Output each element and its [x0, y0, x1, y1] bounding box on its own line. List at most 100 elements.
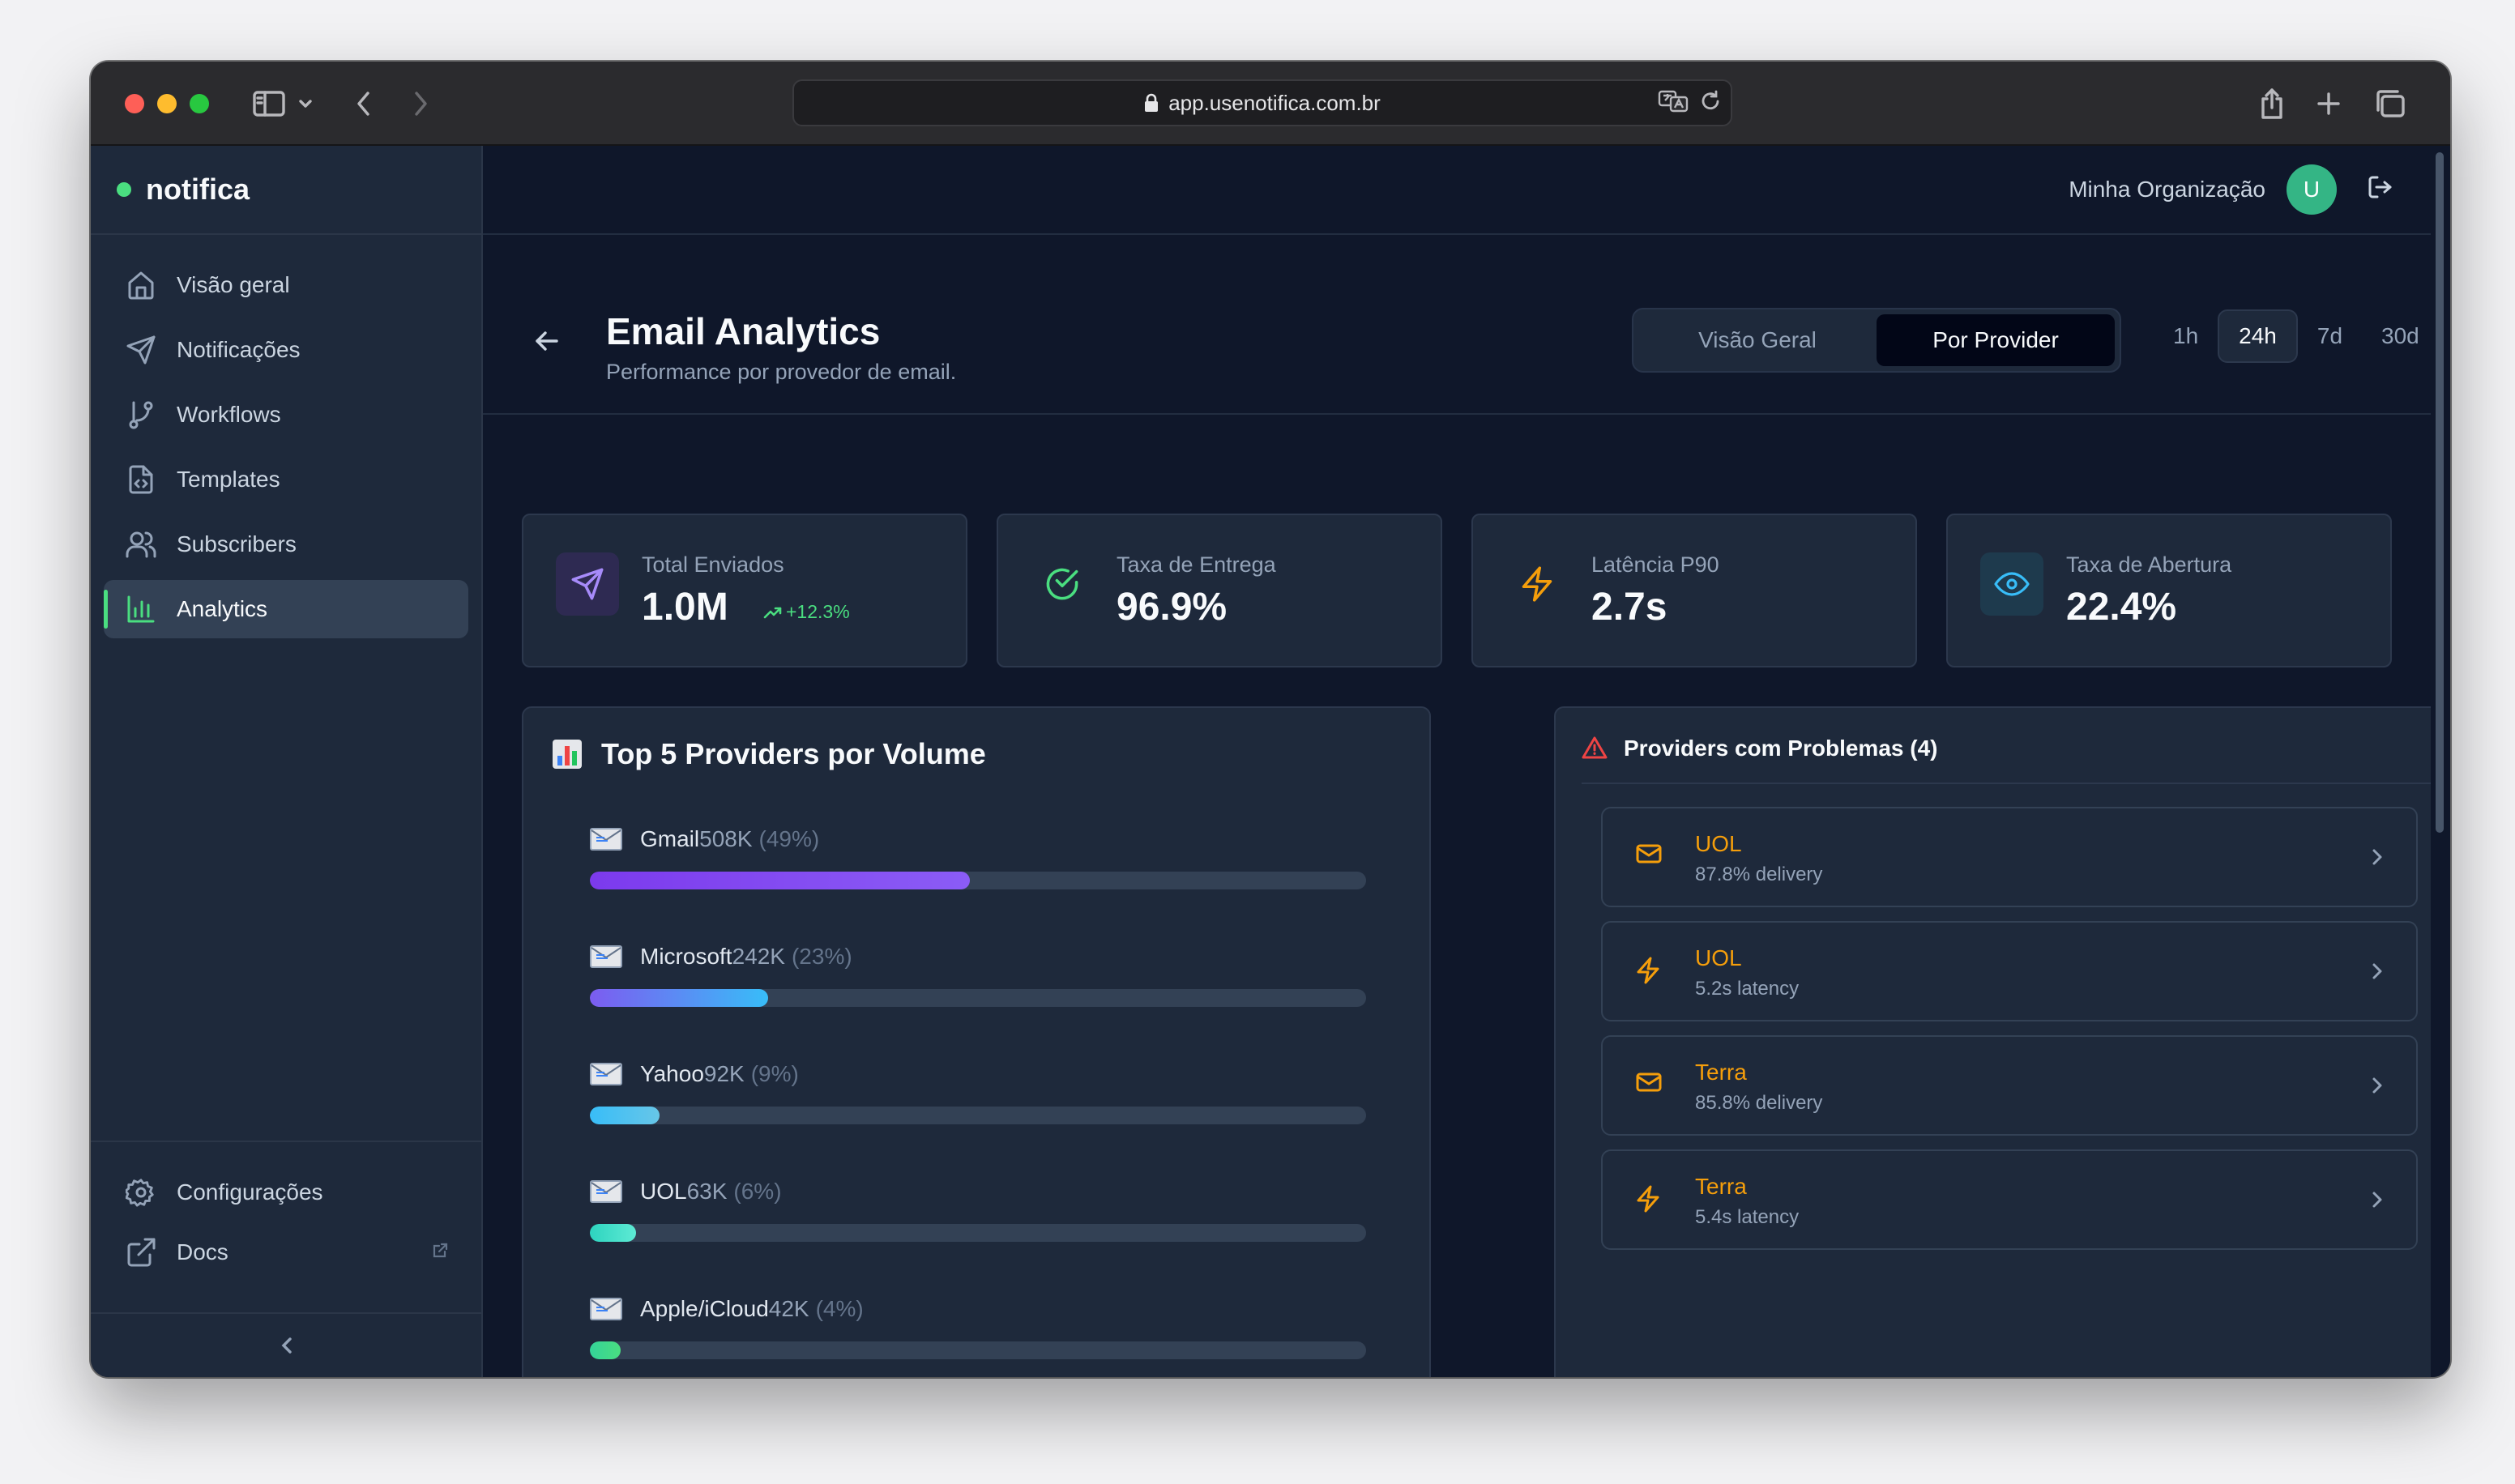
zap-icon — [1635, 957, 1661, 988]
forward-nav-icon[interactable] — [408, 86, 433, 122]
provider-label: UOL 63K (6%) — [590, 1175, 1366, 1208]
minimize-window-button[interactable] — [157, 94, 177, 113]
sidebar-item-configuracoes[interactable]: Configurações — [104, 1163, 470, 1222]
range-1h[interactable]: 1h — [2173, 323, 2199, 348]
sidebar-item-label: Notificações — [177, 337, 301, 362]
range-24h[interactable]: 24h — [2218, 309, 2298, 363]
url-text: app.usenotifica.com.br — [1168, 90, 1381, 115]
avatar[interactable]: U — [2287, 164, 2337, 215]
stat-card-total-enviados: Total Enviados 1.0M +12.3% — [522, 514, 967, 667]
zap-icon — [1635, 1185, 1661, 1217]
sidebar-footer: Configurações Docs — [91, 1141, 483, 1283]
page-subtitle: Performance por provedor de email. — [606, 360, 957, 384]
sidebar-item-notificacoes[interactable]: Notificações — [104, 321, 468, 379]
back-arrow-icon[interactable] — [535, 330, 559, 356]
bar-chart-icon — [125, 593, 157, 625]
provider-bar-track — [590, 1224, 1366, 1242]
collapse-sidebar-button[interactable] — [91, 1312, 483, 1377]
range-7d[interactable]: 7d — [2316, 323, 2343, 348]
envelope-emoji-icon — [590, 828, 622, 851]
stat-label: Total Enviados — [642, 552, 784, 577]
provider-bar-fill — [590, 1224, 637, 1242]
issue-row[interactable]: UOL 5.2s latency — [1601, 921, 2418, 1021]
issue-row[interactable]: Terra 5.4s latency — [1601, 1149, 2418, 1250]
sidebar-item-label: Configurações — [177, 1179, 323, 1205]
panel-title: Top 5 Providers por Volume — [551, 737, 986, 771]
gear-icon — [125, 1176, 157, 1209]
browser-window: app.usenotifica.com.br notifica Visão ge… — [91, 62, 2450, 1377]
translate-icon[interactable] — [1658, 89, 1690, 113]
address-bar[interactable]: app.usenotifica.com.br — [792, 79, 1732, 126]
git-branch-icon — [125, 399, 157, 431]
sidebar-item-templates[interactable]: Templates — [104, 450, 468, 509]
provider-bar-track — [590, 1107, 1366, 1124]
chevron-down-icon[interactable] — [297, 86, 314, 122]
issue-detail: 87.8% delivery — [1695, 864, 1823, 885]
page-title: Email Analytics — [606, 310, 881, 352]
provider-bar-track — [590, 872, 1366, 889]
sidebar-toggle-icon[interactable] — [250, 86, 288, 122]
stat-label: Latência P90 — [1591, 552, 1719, 577]
provider-name: Apple/iCloud — [640, 1296, 769, 1321]
tab-overview-icon[interactable] — [2374, 86, 2406, 122]
page-header: Email Analytics Performance por provedor… — [483, 237, 2431, 415]
external-link-icon — [431, 1239, 449, 1265]
sidebar: notifica Visão geral Notificações Workfl… — [91, 146, 483, 1377]
users-icon — [125, 528, 157, 561]
brand[interactable]: notifica — [91, 146, 481, 235]
sidebar-item-analytics[interactable]: Analytics — [104, 580, 468, 638]
provider-name: Microsoft — [640, 944, 732, 969]
provider-volume: 92K — [703, 1061, 745, 1086]
scrollbar-thumb[interactable] — [2436, 152, 2444, 833]
envelope-emoji-icon — [590, 945, 622, 968]
scrollbar[interactable] — [2431, 146, 2450, 1377]
stats-row: Total Enviados 1.0M +12.3% Taxa de Entre… — [522, 514, 2392, 667]
range-30d[interactable]: 30d — [2381, 323, 2419, 348]
provider-row: Apple/iCloud 42K (4%) — [590, 1293, 1366, 1359]
issue-detail: 5.4s latency — [1695, 1206, 1800, 1228]
organization-name[interactable]: Minha Organização — [2069, 177, 2265, 202]
envelope-emoji-icon — [590, 1180, 622, 1203]
close-window-button[interactable] — [125, 94, 144, 113]
stat-label: Taxa de Abertura — [2066, 552, 2232, 577]
provider-bar-track — [590, 989, 1366, 1007]
bar-chart-emoji-icon — [553, 740, 582, 769]
sidebar-item-label: Analytics — [177, 596, 268, 621]
logout-icon[interactable] — [2368, 174, 2393, 206]
issue-provider-name: Terra — [1695, 1060, 1747, 1085]
mail-icon — [1635, 1071, 1663, 1098]
top-bar: Minha Organização U — [483, 146, 2450, 235]
stat-card-taxa-de-entrega: Taxa de Entrega 96.9% — [997, 514, 1442, 667]
reload-icon[interactable] — [1698, 89, 1723, 113]
sidebar-item-visao-geral[interactable]: Visão geral — [104, 256, 468, 314]
issue-row[interactable]: Terra 85.8% delivery — [1601, 1035, 2418, 1136]
back-nav-icon[interactable] — [352, 86, 376, 122]
sidebar-item-docs[interactable]: Docs — [104, 1223, 470, 1281]
tab-visao-geral[interactable]: Visão Geral — [1698, 327, 1817, 352]
new-tab-icon[interactable] — [2314, 86, 2343, 122]
provider-volume: 242K — [732, 944, 785, 969]
provider-row: Yahoo 92K (9%) — [590, 1058, 1366, 1124]
sidebar-nav: Visão geral Notificações Workflows Templ… — [91, 235, 481, 638]
file-code-icon — [125, 463, 157, 496]
tab-por-provider[interactable]: Por Provider — [1877, 314, 2115, 366]
stat-card-latencia-p90: Latência P90 2.7s — [1471, 514, 1917, 667]
external-link-icon — [125, 1236, 157, 1269]
sidebar-item-workflows[interactable]: Workflows — [104, 386, 468, 444]
stat-value: 22.4% — [2066, 586, 2177, 629]
chevron-right-icon — [2371, 1190, 2384, 1213]
provider-bar-track — [590, 1341, 1366, 1359]
sidebar-item-subscribers[interactable]: Subscribers — [104, 515, 468, 574]
sidebar-item-label: Docs — [177, 1239, 228, 1264]
share-icon[interactable] — [2257, 86, 2287, 122]
provider-row: UOL 63K (6%) — [590, 1175, 1366, 1242]
provider-share: (6%) — [733, 1179, 782, 1204]
issue-detail: 85.8% delivery — [1695, 1092, 1823, 1114]
stat-value: 96.9% — [1117, 586, 1228, 629]
issue-provider-name: UOL — [1695, 831, 1742, 856]
brand-name: notifica — [146, 173, 250, 206]
sidebar-item-label: Subscribers — [177, 531, 297, 556]
zoom-window-button[interactable] — [190, 94, 209, 113]
issue-row[interactable]: UOL 87.8% delivery — [1601, 807, 2418, 907]
provider-bar-fill — [590, 1341, 621, 1359]
